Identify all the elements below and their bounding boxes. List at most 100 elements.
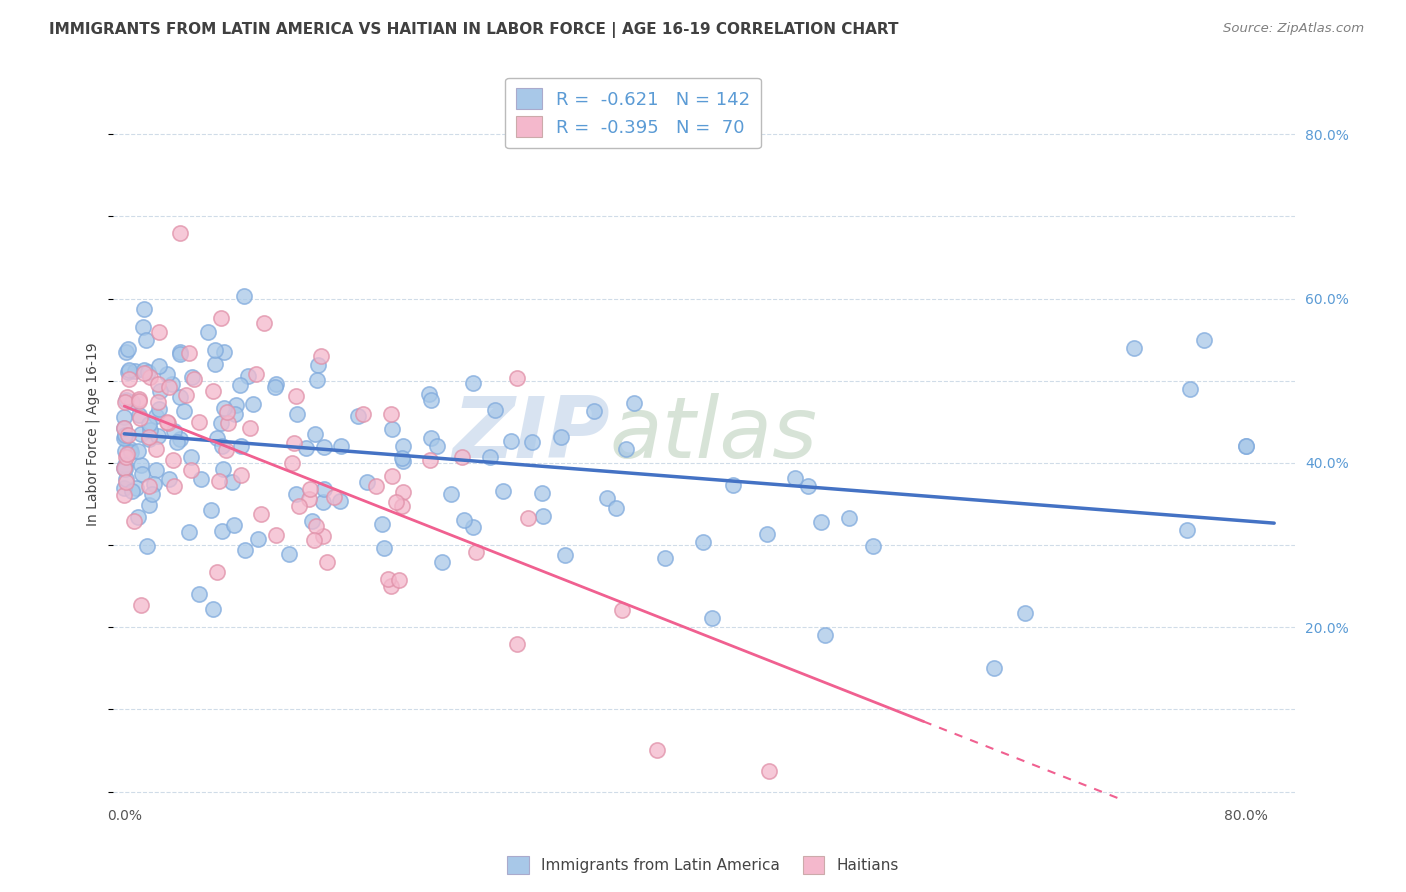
- Point: [814, 628, 837, 642]
- Point: [419, 453, 441, 467]
- Point: [204, 357, 226, 371]
- Point: [233, 543, 256, 558]
- Point: [169, 391, 191, 405]
- Point: [204, 343, 226, 357]
- Point: [253, 316, 276, 330]
- Point: [156, 367, 179, 381]
- Point: [117, 428, 139, 442]
- Point: [692, 534, 714, 549]
- Point: [188, 415, 211, 429]
- Point: [236, 368, 259, 383]
- Point: [112, 488, 135, 502]
- Y-axis label: In Labor Force | Age 16-19: In Labor Force | Age 16-19: [86, 343, 100, 526]
- Point: [138, 433, 160, 447]
- Point: [315, 555, 337, 569]
- Point: [465, 545, 488, 559]
- Point: [388, 573, 411, 587]
- Point: [148, 359, 170, 374]
- Point: [208, 474, 231, 488]
- Point: [136, 365, 159, 379]
- Point: [114, 461, 136, 475]
- Point: [492, 484, 515, 499]
- Point: [180, 370, 202, 384]
- Point: [285, 389, 308, 403]
- Point: [329, 494, 352, 508]
- Point: [209, 310, 232, 325]
- Point: [380, 407, 402, 421]
- Point: [381, 422, 404, 436]
- Point: [180, 462, 202, 476]
- Point: [796, 479, 818, 493]
- Point: [304, 426, 326, 441]
- Point: [114, 443, 136, 458]
- Point: [554, 548, 576, 562]
- Point: [550, 430, 572, 444]
- Point: [247, 532, 270, 546]
- Point: [1178, 382, 1201, 396]
- Point: [115, 447, 138, 461]
- Point: [134, 366, 156, 380]
- Point: [299, 482, 322, 496]
- Point: [173, 404, 195, 418]
- Point: [385, 494, 408, 508]
- Point: [112, 410, 135, 425]
- Point: [478, 450, 501, 465]
- Point: [347, 409, 370, 424]
- Point: [420, 431, 443, 445]
- Point: [169, 346, 191, 360]
- Point: [654, 550, 676, 565]
- Point: [163, 478, 186, 492]
- Point: [451, 450, 474, 465]
- Point: [127, 509, 149, 524]
- Point: [209, 417, 232, 431]
- Point: [205, 566, 228, 580]
- Point: [211, 440, 233, 454]
- Point: [128, 408, 150, 422]
- Text: Source: ZipAtlas.com: Source: ZipAtlas.com: [1223, 22, 1364, 36]
- Point: [506, 371, 529, 385]
- Point: [148, 325, 170, 339]
- Point: [501, 434, 523, 448]
- Point: [139, 423, 162, 437]
- Point: [180, 450, 202, 465]
- Point: [426, 439, 449, 453]
- Point: [312, 440, 335, 454]
- Point: [305, 372, 328, 386]
- Point: [145, 463, 167, 477]
- Point: [202, 602, 225, 616]
- Point: [225, 398, 247, 412]
- Point: [129, 427, 152, 442]
- Point: [166, 434, 188, 449]
- Point: [810, 515, 832, 529]
- Point: [169, 345, 191, 359]
- Point: [305, 518, 328, 533]
- Point: [1234, 440, 1257, 454]
- Point: [177, 525, 200, 540]
- Legend: R =  -0.621   N = 142, R =  -0.395   N =  70: R = -0.621 N = 142, R = -0.395 N = 70: [505, 78, 761, 148]
- Point: [157, 472, 180, 486]
- Point: [118, 372, 141, 386]
- Point: [114, 421, 136, 435]
- Point: [304, 533, 326, 547]
- Point: [392, 484, 415, 499]
- Point: [157, 416, 180, 430]
- Point: [231, 467, 253, 482]
- Point: [114, 450, 136, 464]
- Point: [190, 472, 212, 486]
- Point: [132, 320, 155, 334]
- Point: [838, 511, 860, 525]
- Text: atlas: atlas: [610, 392, 817, 475]
- Point: [112, 431, 135, 445]
- Point: [461, 520, 484, 534]
- Point: [721, 477, 744, 491]
- Point: [614, 442, 637, 457]
- Point: [522, 434, 544, 449]
- Point: [245, 368, 267, 382]
- Point: [381, 468, 404, 483]
- Point: [129, 598, 152, 612]
- Point: [453, 513, 475, 527]
- Point: [138, 498, 160, 512]
- Point: [373, 541, 395, 555]
- Point: [169, 433, 191, 447]
- Point: [330, 438, 353, 452]
